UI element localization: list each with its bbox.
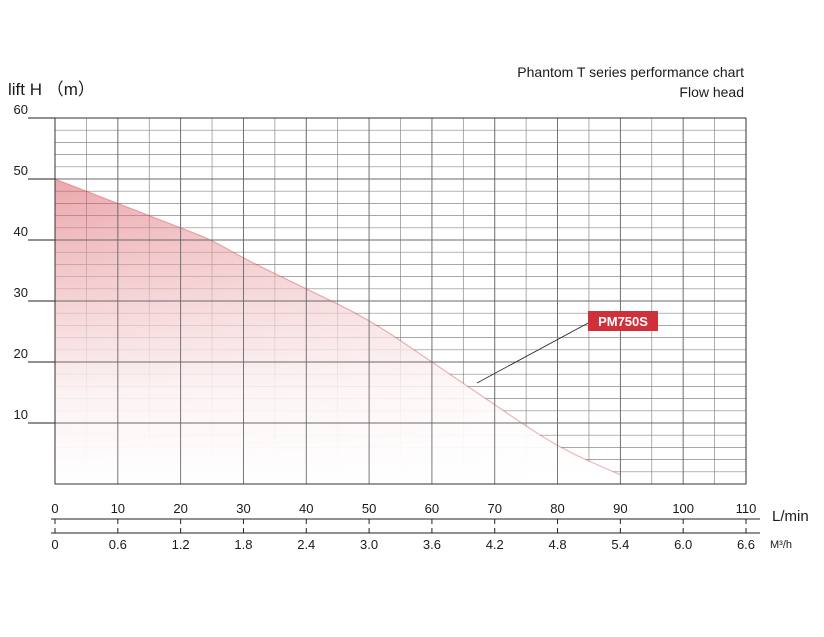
x-axis-unit-primary: L/min [772, 508, 809, 525]
y-tick-label: 50 [14, 163, 28, 178]
y-tick-label: 40 [14, 224, 28, 239]
x-tick-label-secondary: 3.6 [423, 537, 441, 552]
y-tick-label: 10 [14, 407, 28, 422]
x-tick-label-secondary: 0.6 [109, 537, 127, 552]
series-line [54, 178, 621, 476]
x-tick-label-primary: 20 [173, 501, 187, 516]
x-tick-label-primary: 70 [487, 501, 501, 516]
x-tick-label-primary: 90 [613, 501, 627, 516]
x-tick-label-secondary: 6.6 [737, 537, 755, 552]
chart-subtitle: Flow head [679, 84, 744, 100]
x-tick-label-secondary: 1.8 [234, 537, 252, 552]
x-tick-label-secondary: 2.4 [297, 537, 315, 552]
series-area-fade [55, 179, 621, 484]
series-leader-line [476, 321, 591, 384]
y-tick-label: 60 [14, 102, 28, 117]
y-tick-label: 20 [14, 346, 28, 361]
x-tick-label-secondary: 6.0 [674, 537, 692, 552]
x-tick-label-secondary: 1.2 [172, 537, 190, 552]
x-tick-label-primary: 10 [111, 501, 125, 516]
x-tick-label-primary: 60 [425, 501, 439, 516]
y-axis-ticks: 10 20 30 40 50 60 [14, 102, 55, 424]
x-tick-label-primary: 50 [362, 501, 376, 516]
y-axis-label: lift H （m） [8, 80, 95, 99]
x-tick-label-primary: 40 [299, 501, 313, 516]
x-tick-label-primary: 100 [672, 501, 694, 516]
series-area [54, 178, 621, 484]
x-tick-label-secondary: 3.0 [360, 537, 378, 552]
x-axis-unit-secondary: M³/h [770, 539, 792, 551]
x-tick-label-secondary: 5.4 [611, 537, 629, 552]
x-tick-label-primary: 0 [51, 501, 58, 516]
chart-title: Phantom T series performance chart [517, 64, 744, 80]
grid-major-lines [54, 117, 747, 485]
series-label-box [588, 311, 658, 331]
x-tick-label-secondary: 4.8 [549, 537, 567, 552]
x-tick-label-primary: 30 [236, 501, 250, 516]
series-callout: PM750S [476, 311, 658, 384]
series-label: PM750S [598, 314, 648, 329]
x-axis-primary: 0 10 20 30 40 50 60 70 80 90 100 110 [51, 501, 760, 524]
x-axis-secondary: 0 0.6 1.2 1.8 2.4 3.0 3.6 4.2 4.8 5.4 6.0 6.6 [51, 528, 760, 552]
x-tick-label-primary: 80 [550, 501, 564, 516]
x-tick-label-secondary: 0 [51, 537, 58, 552]
x-tick-label-primary: 110 [736, 501, 757, 516]
x-tick-label-secondary: 4.2 [486, 537, 504, 552]
y-tick-label: 30 [14, 285, 28, 300]
